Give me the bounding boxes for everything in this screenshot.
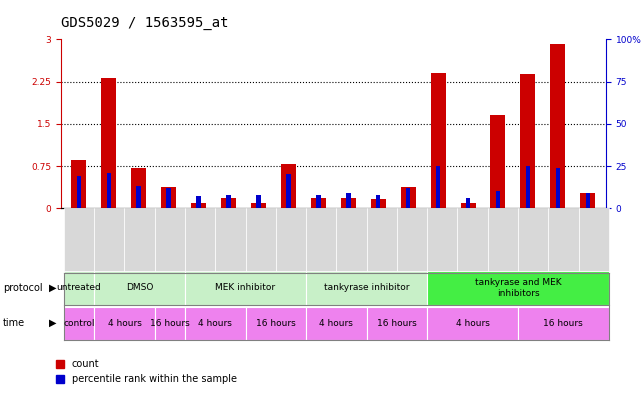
Bar: [256, 195, 261, 208]
Bar: [221, 198, 236, 208]
Bar: [137, 186, 141, 208]
Bar: [161, 187, 176, 208]
Bar: [556, 168, 560, 208]
Text: time: time: [3, 318, 26, 328]
Bar: [401, 187, 415, 208]
Bar: [370, 199, 386, 208]
Bar: [71, 160, 87, 208]
Text: ▶: ▶: [49, 318, 56, 328]
Text: untreated: untreated: [56, 283, 101, 292]
Bar: [376, 195, 381, 208]
Bar: [490, 116, 506, 208]
Bar: [281, 164, 296, 208]
Text: 16 hours: 16 hours: [150, 319, 190, 328]
Text: 4 hours: 4 hours: [108, 319, 142, 328]
Text: protocol: protocol: [3, 283, 43, 293]
Bar: [495, 191, 500, 208]
Text: 16 hours: 16 hours: [377, 319, 417, 328]
Text: DMSO: DMSO: [126, 283, 153, 292]
Text: MEK inhibitor: MEK inhibitor: [215, 283, 276, 292]
Bar: [406, 188, 410, 208]
Bar: [346, 193, 351, 208]
Text: 4 hours: 4 hours: [198, 319, 232, 328]
Bar: [251, 203, 266, 208]
Text: 16 hours: 16 hours: [256, 319, 296, 328]
Bar: [106, 173, 111, 208]
Bar: [460, 203, 476, 208]
Legend: count, percentile rank within the sample: count, percentile rank within the sample: [56, 359, 237, 384]
Text: 4 hours: 4 hours: [319, 319, 353, 328]
Text: tankyrase and MEK
inhibitors: tankyrase and MEK inhibitors: [474, 278, 562, 298]
Bar: [311, 198, 326, 208]
Text: control: control: [63, 319, 95, 328]
Bar: [77, 176, 81, 208]
Bar: [431, 73, 445, 208]
Text: ▶: ▶: [49, 283, 56, 293]
Bar: [526, 166, 530, 208]
Bar: [341, 198, 356, 208]
Text: 4 hours: 4 hours: [456, 319, 490, 328]
Bar: [196, 196, 201, 208]
Text: GDS5029 / 1563595_at: GDS5029 / 1563595_at: [61, 16, 228, 30]
Bar: [131, 168, 146, 208]
Text: tankyrase inhibitor: tankyrase inhibitor: [324, 283, 410, 292]
Bar: [466, 198, 470, 208]
Bar: [226, 195, 231, 208]
Bar: [580, 193, 595, 208]
Bar: [191, 203, 206, 208]
Bar: [286, 174, 290, 208]
Bar: [167, 188, 171, 208]
Bar: [101, 77, 116, 208]
Bar: [316, 195, 320, 208]
Text: 16 hours: 16 hours: [544, 319, 583, 328]
Bar: [520, 74, 535, 208]
Bar: [551, 44, 565, 208]
Bar: [585, 193, 590, 208]
Bar: [436, 166, 440, 208]
